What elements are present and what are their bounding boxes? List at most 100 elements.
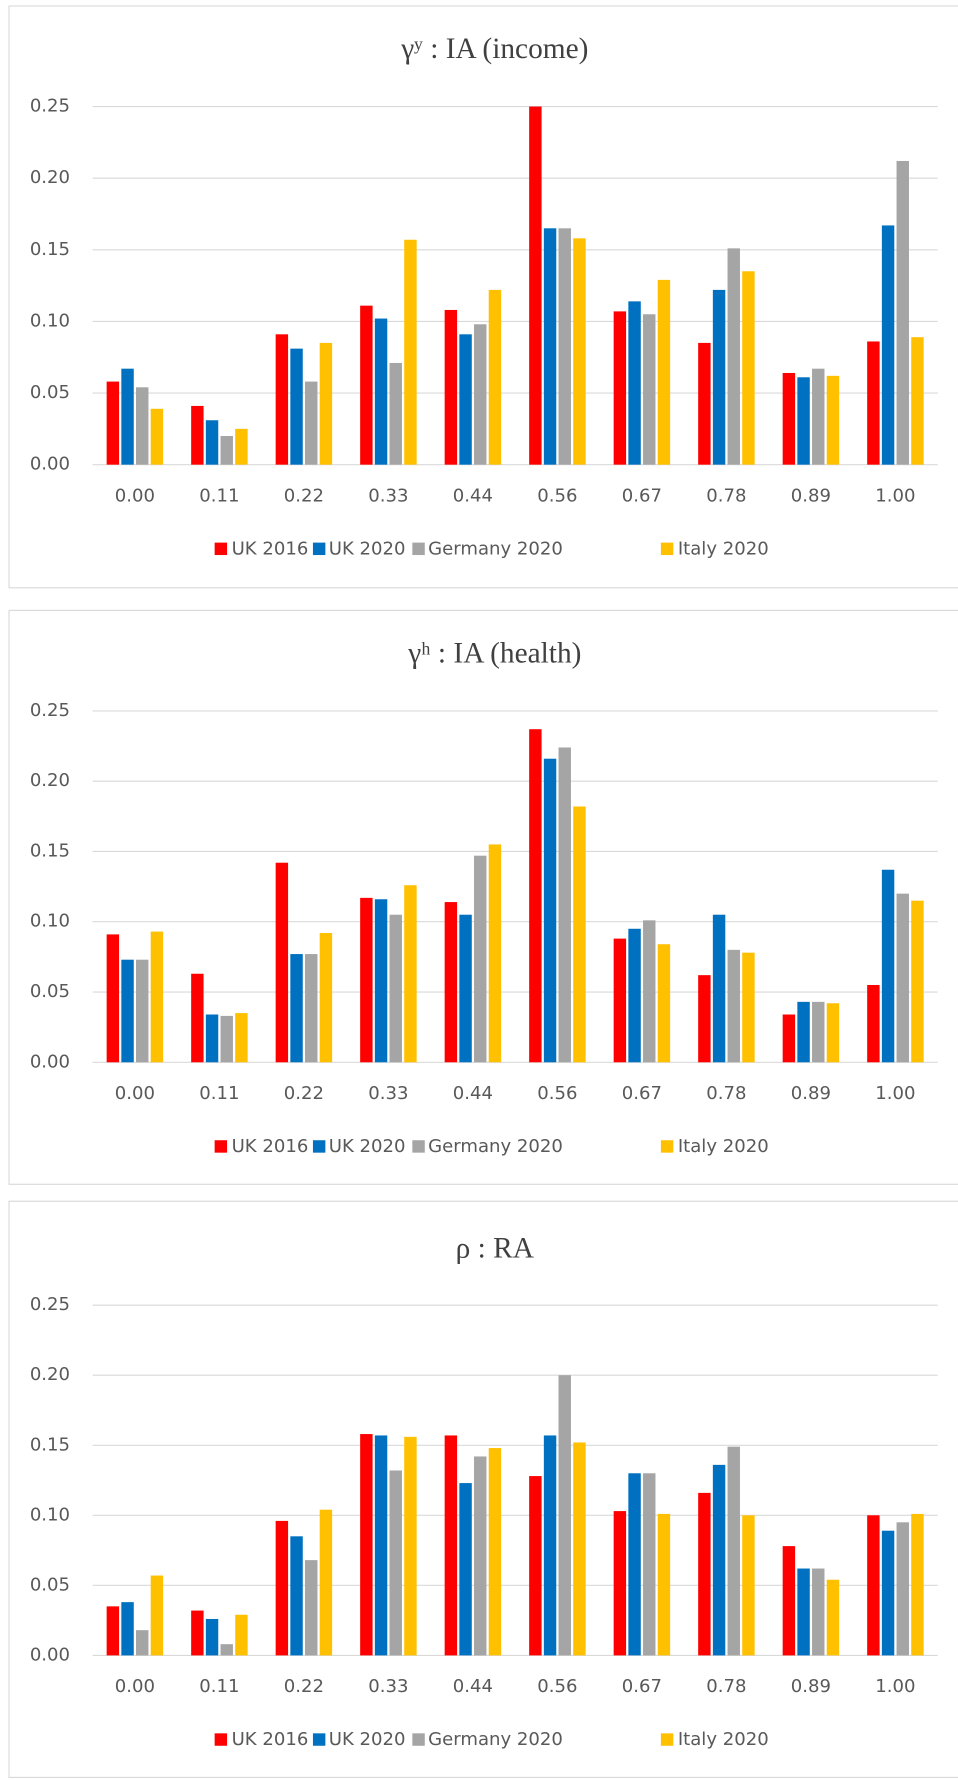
bar [742, 952, 755, 1063]
x-tick-label: 0.00 [115, 1083, 155, 1104]
bar [360, 1434, 373, 1656]
bar [742, 1515, 755, 1656]
bar [881, 1530, 895, 1656]
x-tick-label: 0.11 [199, 485, 239, 506]
panel-frame [8, 5, 958, 589]
y-tick-label: 0.15 [30, 239, 70, 260]
bar [698, 975, 711, 1063]
bar [220, 1644, 233, 1656]
bar [305, 381, 318, 465]
bar [881, 869, 895, 1063]
x-tick-label: 0.56 [537, 1676, 577, 1697]
bar [136, 1630, 149, 1656]
x-tick-label: 0.89 [791, 485, 831, 506]
legend-label: Italy 2020 [678, 538, 769, 559]
bar [812, 1568, 825, 1656]
bar [275, 862, 289, 1063]
legend-swatch [214, 1733, 228, 1746]
y-tick-label: 0.10 [30, 911, 70, 932]
bar [613, 1511, 627, 1656]
y-tick-label: 0.15 [30, 840, 70, 861]
bar [404, 1436, 417, 1656]
bar [191, 1610, 204, 1656]
x-tick-label: 0.11 [199, 1083, 239, 1104]
bar [896, 160, 909, 465]
x-tick-label: 0.56 [537, 485, 577, 506]
x-tick-label: 0.67 [622, 1083, 662, 1104]
panel-frame [8, 609, 958, 1185]
bar [235, 1614, 248, 1656]
legend-swatch [412, 542, 425, 556]
bar [389, 362, 402, 465]
bar [911, 900, 924, 1063]
x-tick-label: 0.44 [453, 485, 493, 506]
legend-swatch [412, 1140, 425, 1153]
panel-frame [8, 1200, 958, 1778]
bar [205, 1618, 219, 1656]
bar [643, 314, 656, 465]
x-tick-label: 0.89 [791, 1083, 831, 1104]
chart-title: γʰ : IA (health) [407, 637, 581, 669]
bar [319, 932, 333, 1063]
y-tick-label: 0.25 [30, 96, 70, 117]
legend-label: Germany 2020 [428, 1136, 563, 1157]
legend-label: Italy 2020 [678, 1136, 769, 1157]
bar [374, 318, 388, 465]
bar [573, 1442, 586, 1656]
x-tick-label: 0.78 [706, 1676, 746, 1697]
x-tick-label: 1.00 [875, 485, 915, 506]
y-tick-label: 0.15 [30, 1434, 70, 1455]
bar [290, 348, 303, 465]
bar [529, 1476, 542, 1656]
bar [305, 954, 318, 1063]
x-tick-label: 0.33 [368, 1676, 408, 1697]
bar [220, 1015, 233, 1063]
bar [657, 944, 671, 1063]
bar [558, 1375, 571, 1656]
bar [389, 1470, 402, 1656]
legend-label: UK 2020 [329, 1136, 406, 1157]
bar [389, 914, 402, 1063]
bar [106, 934, 120, 1063]
bar [275, 334, 289, 465]
legend-label: UK 2016 [232, 538, 309, 559]
bar [374, 1435, 388, 1656]
bar [444, 902, 458, 1063]
bar [404, 239, 417, 465]
legend-swatch [312, 1140, 326, 1153]
x-tick-label: 0.22 [284, 1083, 324, 1104]
bar [444, 1435, 458, 1656]
bar [712, 1464, 726, 1656]
bar [797, 377, 810, 465]
bar [558, 228, 571, 465]
x-tick-label: 0.78 [706, 1083, 746, 1104]
legend-swatch [214, 542, 228, 556]
x-tick-label: 0.78 [706, 485, 746, 506]
bar [235, 1013, 248, 1063]
bar [628, 1473, 641, 1656]
bar [543, 228, 557, 465]
bar [488, 289, 502, 465]
bar [867, 1515, 880, 1656]
y-tick-label: 0.10 [30, 310, 70, 331]
bar [543, 758, 557, 1063]
bar [474, 1456, 487, 1656]
bar [474, 324, 487, 465]
legend-label: UK 2016 [232, 1729, 309, 1750]
bar [573, 806, 586, 1063]
legend-swatch [660, 1733, 674, 1746]
bar [319, 1509, 333, 1656]
bar [459, 334, 472, 465]
bar [136, 959, 149, 1063]
bar [444, 309, 458, 465]
bar [150, 408, 164, 465]
bar [191, 405, 204, 465]
bar [812, 1001, 825, 1063]
legend-swatch [412, 1733, 425, 1746]
x-tick-label: 0.33 [368, 485, 408, 506]
bar [698, 342, 711, 465]
x-tick-label: 0.56 [537, 1083, 577, 1104]
bar [459, 914, 472, 1063]
x-tick-label: 0.22 [284, 1676, 324, 1697]
